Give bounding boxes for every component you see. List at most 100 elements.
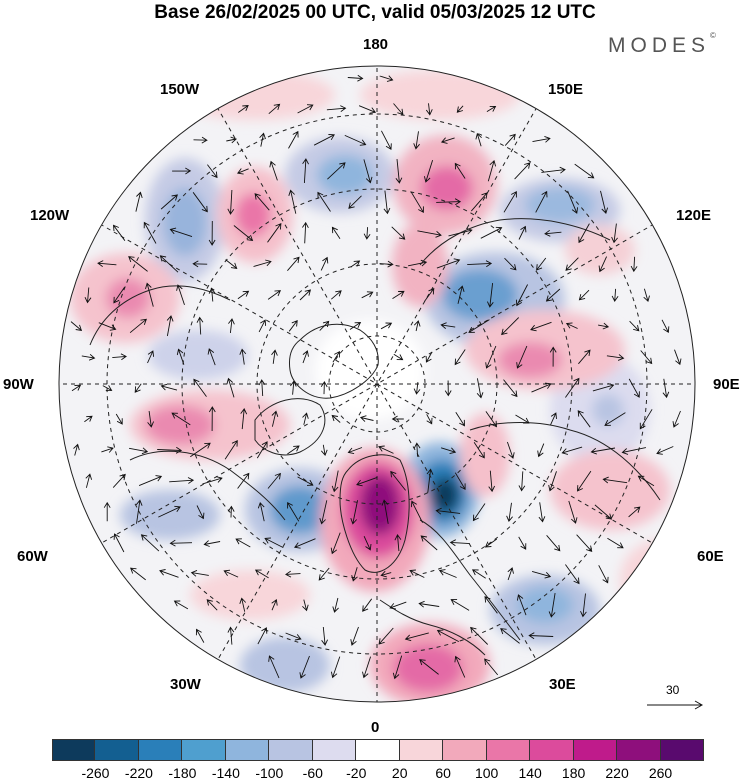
wind-vector — [592, 383, 615, 392]
wind-vector — [287, 501, 300, 522]
wind-vector — [299, 655, 310, 679]
wind-vector — [449, 539, 470, 547]
wind-vector — [518, 225, 527, 240]
wind-vector — [565, 564, 580, 585]
greenland — [339, 454, 410, 573]
wind-vector — [320, 256, 329, 271]
lon-label-180: 180 — [363, 36, 389, 53]
wind-vector — [518, 471, 526, 492]
wind-vector — [471, 569, 486, 579]
lat-circle-60 — [181, 188, 573, 580]
wind-vector — [444, 380, 452, 397]
wind-vector — [640, 350, 653, 365]
colorbar-tick-label: -60 — [302, 765, 323, 781]
wind-vector — [455, 412, 465, 427]
wind-vector — [256, 441, 268, 459]
wind-vector — [176, 348, 185, 365]
wind-vector — [267, 222, 282, 243]
wind-vector — [264, 537, 284, 549]
wind-vector — [504, 133, 516, 146]
wind-vector — [577, 410, 591, 428]
wind-vector — [531, 570, 552, 579]
wind-vector — [424, 287, 435, 302]
wind-vector — [227, 189, 235, 215]
wind-vector — [438, 569, 457, 578]
wind-vector — [101, 446, 114, 453]
wind-vector — [302, 158, 309, 184]
wind-vector — [331, 290, 342, 300]
low-anomaly-core — [317, 155, 373, 195]
wind-vector — [319, 500, 328, 525]
wind-vector — [227, 505, 235, 518]
north-america-coast — [129, 450, 286, 521]
brand-name: MODES — [608, 34, 711, 57]
colorbar-tick-label: 180 — [561, 765, 586, 781]
wind-vector — [140, 534, 160, 552]
wind-vector — [501, 317, 520, 336]
wind-vector — [237, 472, 250, 489]
wind-vector — [637, 475, 655, 487]
wind-vector — [331, 470, 339, 493]
wind-vector — [299, 289, 312, 301]
lon-label-150e: 150E — [548, 81, 584, 98]
wind-vector — [173, 600, 189, 610]
low-anomaly-70w — [120, 490, 220, 540]
wind-vector — [236, 168, 249, 175]
wind-vector — [574, 163, 595, 179]
wind-vector — [456, 105, 464, 113]
colorbar-bin — [312, 739, 357, 761]
wind-vector — [389, 601, 407, 610]
low-anomaly-center — [431, 477, 459, 513]
wind-vector — [238, 104, 249, 113]
wind-vector — [362, 598, 373, 612]
wind-vector — [319, 320, 330, 331]
wind-vector — [171, 412, 191, 426]
wind-vector — [410, 191, 424, 214]
wind-vector — [440, 447, 457, 455]
wind-vector — [516, 594, 527, 616]
wind-vector — [224, 439, 238, 460]
meridian-60w-120e — [99, 223, 655, 545]
wind-vector — [532, 135, 551, 143]
wind-vector — [379, 260, 394, 268]
low-anomaly-core — [592, 394, 624, 426]
colorbar-bin — [182, 739, 226, 761]
wind-vector — [548, 593, 556, 618]
wind-vector — [630, 256, 638, 273]
wind-vector — [440, 137, 455, 144]
wind-vector — [419, 659, 439, 675]
wind-vector — [190, 569, 209, 577]
wind-vector — [233, 225, 254, 242]
wind-vector — [327, 162, 346, 180]
wind-vector — [528, 632, 554, 640]
lon-label-30e: 30E — [549, 676, 576, 693]
high-anomaly-arctic-e — [460, 413, 510, 497]
high-anomaly-core — [145, 405, 215, 445]
wind-vector — [102, 385, 113, 392]
colorbar-tick-label: -20 — [346, 765, 367, 781]
colorbar-bin — [530, 739, 574, 761]
colorbar-bin — [138, 739, 183, 761]
wind-vector — [206, 599, 218, 611]
colorbar-bin — [95, 739, 139, 761]
wind-vector — [134, 383, 142, 393]
wind-vector — [578, 223, 590, 244]
low-anomaly-core — [163, 188, 207, 256]
wind-vector — [228, 318, 235, 334]
wind-vector — [84, 415, 93, 423]
wind-vector — [271, 349, 278, 364]
wind-vector — [594, 504, 613, 520]
wind-vector — [271, 410, 279, 427]
low-anomaly-core — [525, 187, 595, 223]
wind-vector — [380, 570, 392, 578]
wind-vector — [330, 656, 341, 679]
wind-vector — [268, 103, 281, 115]
wind-vector — [486, 105, 497, 112]
wind-vector — [285, 632, 302, 641]
wind-vector — [208, 220, 216, 246]
wind-vector — [392, 655, 403, 680]
wind-vector — [297, 104, 314, 114]
wind-vector — [113, 286, 125, 304]
east-siberia-coast — [419, 218, 611, 266]
